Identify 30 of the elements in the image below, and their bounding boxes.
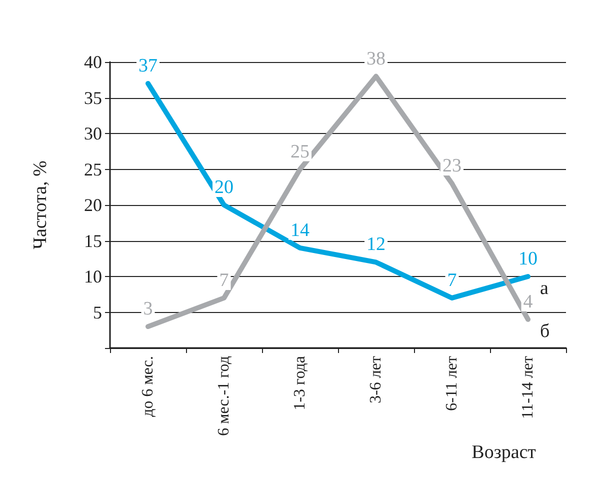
y-tick-label: 30	[84, 124, 102, 144]
y-tick-label: 20	[84, 195, 102, 215]
data-label: 25	[290, 141, 310, 162]
data-label: 10	[518, 248, 538, 270]
y-tick-label: 15	[84, 230, 102, 251]
data-label: 12	[366, 234, 386, 256]
x-tick-label: до 6 мес.	[140, 356, 156, 417]
data-label: 14	[290, 220, 310, 241]
x-tick-label: 6-11 лет	[444, 356, 460, 411]
data-label: 20	[214, 177, 234, 198]
x-tick-label: 1-3 года	[292, 356, 308, 410]
x-tick-label: 6 мес.-1 год	[216, 356, 232, 436]
data-label: 4	[523, 291, 534, 312]
y-tick-label: 35	[84, 88, 102, 108]
y-tick-label: 25	[84, 159, 102, 180]
y-tick-label: 40	[84, 52, 102, 72]
y-tick-label: 10	[84, 266, 102, 286]
data-label: 3	[143, 298, 153, 320]
data-label: 23	[442, 156, 462, 177]
y-tick-label: 5	[93, 302, 102, 322]
series-label: а	[540, 278, 549, 299]
data-label: 7	[219, 270, 229, 291]
data-label: 37	[138, 55, 158, 76]
x-tick-label: 11-14 лет	[520, 356, 536, 419]
data-label: 38	[366, 48, 386, 70]
x-tick-label: 3-6 лет	[368, 356, 384, 404]
series-label: б	[540, 320, 550, 342]
y-axis-title: Частота, %	[30, 160, 51, 250]
data-label: 7	[447, 270, 457, 291]
x-axis-title: Возраст	[472, 442, 537, 463]
